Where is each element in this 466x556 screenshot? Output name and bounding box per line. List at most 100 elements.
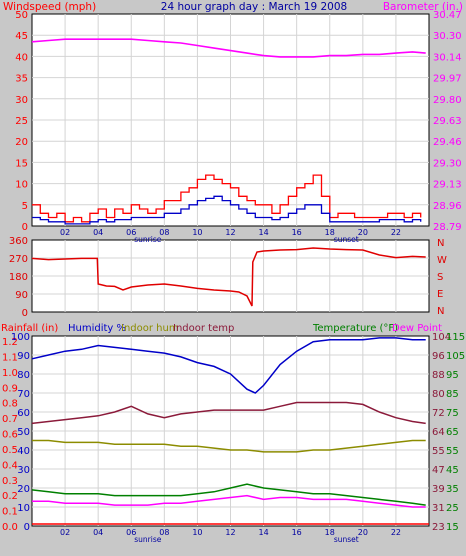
- x-tick-label: 02: [60, 528, 70, 537]
- x-tick-label: 12: [225, 228, 235, 237]
- chart-title: 24 hour graph day : March 19 2008: [161, 1, 347, 13]
- barometer-tick-label: 29.97: [433, 74, 462, 85]
- windspeed-axis-title: Windspeed (mph): [3, 1, 96, 13]
- x-tick-label: 16: [292, 528, 302, 537]
- x-tick-label: 20: [358, 528, 368, 537]
- rain-tick-label: 1.1: [2, 352, 18, 363]
- humidity-tick-label: 90: [17, 351, 30, 362]
- barometer-tick-label: 29.46: [433, 137, 462, 148]
- x-tick-label: 10: [192, 228, 202, 237]
- temperature-tick-label: 105: [446, 351, 465, 362]
- x-tick-label: 22: [391, 528, 401, 537]
- indoor-temp-tick-label: 31: [432, 503, 445, 514]
- compass-tick-label: W: [437, 255, 447, 266]
- x-tick-label: 06: [126, 228, 136, 237]
- x-tick-label: 04: [93, 528, 103, 537]
- temperature-tick-label: 25: [446, 503, 459, 514]
- indoor-temp-tick-label: 55: [432, 446, 445, 457]
- x-tick-label: 08: [159, 528, 169, 537]
- rain-tick-label: 1.0: [2, 368, 18, 379]
- wind-tick-label: 0: [22, 222, 28, 233]
- temperature-tick-label: 95: [446, 370, 459, 381]
- legend-dew-point: Dew Point: [392, 323, 442, 334]
- temperature-tick-label: 75: [446, 408, 459, 419]
- wind-average-line: [32, 195, 422, 225]
- wind-tick-label: 35: [15, 74, 28, 85]
- legend-temperature: Temperature (°F): [312, 323, 398, 334]
- sunrise-label: sunrise: [134, 535, 161, 544]
- barometer-tick-label: 29.63: [433, 116, 462, 127]
- sunset-label: sunset: [334, 235, 359, 244]
- indoor-temp-tick-label: 39: [432, 484, 445, 495]
- humidity-tick-label: 80: [17, 370, 30, 381]
- barometer-tick-label: 30.47: [433, 10, 462, 21]
- wind-tick-label: 45: [15, 31, 28, 42]
- wind-tick-label: 5: [22, 201, 28, 212]
- compass-tick-label: N: [437, 238, 444, 249]
- x-tick-label: 02: [60, 228, 70, 237]
- rain-tick-label: 0.9: [2, 383, 18, 394]
- humidity-tick-label: 60: [17, 408, 30, 419]
- barometer-tick-label: 29.13: [433, 180, 462, 191]
- indoor-temp-tick-label: 64: [432, 427, 445, 438]
- indoor-temp-tick-label: 23: [432, 522, 445, 533]
- temperature-tick-label: 55: [446, 446, 459, 457]
- direction-tick-label: 360: [9, 236, 28, 247]
- x-tick-label: 14: [258, 528, 268, 537]
- compass-tick-label: S: [437, 272, 443, 283]
- barometer-tick-label: 30.14: [433, 52, 462, 63]
- rain-tick-label: 0.4: [2, 460, 18, 471]
- wind-tick-label: 50: [15, 10, 28, 21]
- barometer-line: [31, 38, 426, 58]
- temperature-tick-label: 65: [446, 427, 459, 438]
- sunset-label: sunset: [334, 535, 359, 544]
- humidity-tick-label: 50: [17, 427, 30, 438]
- x-tick-label: 22: [391, 228, 401, 237]
- indoor-temp-tick-label: 72: [432, 408, 445, 419]
- wind-tick-label: 10: [15, 180, 28, 191]
- compass-tick-label: N: [437, 306, 444, 317]
- wind-gust-line: [32, 174, 422, 223]
- rain-tick-label: 0.6: [2, 430, 18, 441]
- indoor-temp-tick-label: 88: [432, 370, 445, 381]
- legend-humidity: Humidity %: [68, 323, 126, 334]
- rain-tick-label: 0.5: [2, 445, 18, 456]
- x-tick-label: 08: [159, 228, 169, 237]
- dew-point-line: [32, 494, 426, 508]
- x-tick-label: 16: [292, 228, 302, 237]
- temperature-tick-label: 45: [446, 465, 459, 476]
- indoor-temp-tick-label: 80: [432, 389, 445, 400]
- humidity-tick-label: 10: [17, 503, 30, 514]
- sunrise-label: sunrise: [134, 235, 161, 244]
- x-tick-label: 12: [225, 528, 235, 537]
- rain-tick-label: 0.8: [2, 399, 18, 410]
- temperature-tick-label: 115: [446, 332, 465, 343]
- direction-tick-label: 0: [22, 308, 28, 319]
- x-tick-label: 06: [126, 528, 136, 537]
- rain-tick-label: 0.0: [2, 522, 18, 533]
- rain-tick-label: 0.2: [2, 491, 18, 502]
- x-tick-label: 20: [358, 228, 368, 237]
- temperature-tick-label: 15: [446, 522, 459, 533]
- humidity-tick-label: 30: [17, 465, 30, 476]
- x-tick-label: 04: [93, 228, 103, 237]
- direction-tick-label: 270: [9, 254, 28, 265]
- rain-tick-label: 1.2: [2, 337, 18, 348]
- humidity-tick-label: 40: [17, 446, 30, 457]
- indoor-temp-tick-label: 104: [432, 332, 451, 343]
- legend-rainfall: Rainfall (in): [1, 323, 58, 334]
- direction-tick-label: 180: [9, 272, 28, 283]
- x-tick-label: 18: [325, 228, 335, 237]
- x-tick-label: 18: [325, 528, 335, 537]
- direction-tick-label: 90: [15, 290, 28, 301]
- humidity-tick-label: 20: [17, 484, 30, 495]
- humidity-tick-label: 0: [24, 522, 30, 533]
- rain-tick-label: 0.7: [2, 414, 18, 425]
- indoor-temp-tick-label: 96: [432, 351, 445, 362]
- rain-tick-label: 0.1: [2, 507, 18, 518]
- humidity-line: [31, 337, 426, 394]
- barometer-tick-label: 28.96: [433, 201, 462, 212]
- temperature-tick-label: 85: [446, 389, 459, 400]
- humidity-tick-label: 100: [11, 332, 30, 343]
